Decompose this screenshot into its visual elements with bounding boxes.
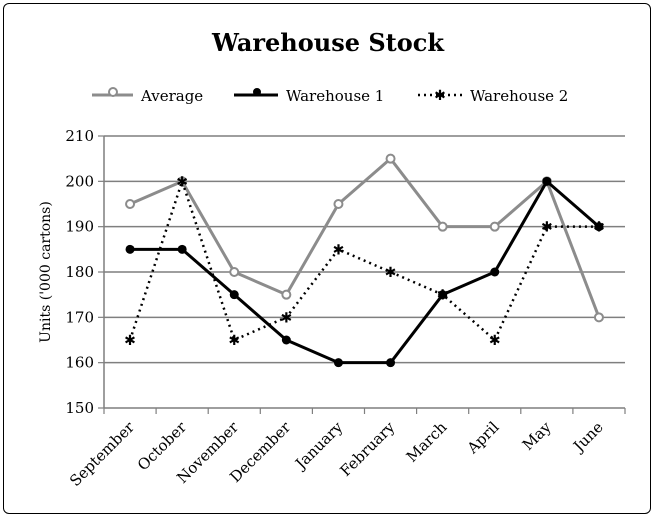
data-point-average [489, 221, 500, 232]
x-tick-labels: SeptemberOctoberNovemberDecemberJanuaryF… [66, 418, 607, 490]
data-point-warehouse-2: ✱ [124, 333, 136, 349]
legend-marker-warehouse-1 [253, 88, 261, 96]
x-tick-label: March [403, 418, 451, 466]
y-tick-label: 160 [65, 354, 94, 372]
series: ✱ ✱ ✱ ✱ ✱ ✱ ✱ ✱ ✱ ✱ [124, 153, 605, 368]
data-point-average [281, 289, 292, 300]
legend-marker-average [108, 87, 118, 97]
x-tick-label: February [337, 418, 399, 480]
series-line-average [129, 157, 601, 318]
data-point-warehouse-2: ✱ [280, 310, 292, 326]
legend-marker-warehouse-2: ✱ [434, 88, 446, 104]
legend-label-warehouse-2: Warehouse 2 [470, 87, 568, 105]
y-tick-label: 190 [65, 218, 94, 236]
data-point-warehouse-2: ✱ [333, 242, 345, 258]
y-tick-label: 210 [65, 127, 94, 145]
data-point-warehouse-2: ✱ [385, 265, 397, 281]
data-point-warehouse-2: ✱ [437, 288, 449, 304]
y-tick-labels: 150 160 170 180 190 200 210 [65, 127, 94, 417]
data-point-warehouse-2: ✱ [541, 220, 553, 236]
data-point-warehouse-1 [281, 335, 291, 345]
data-point-warehouse-2: ✱ [593, 220, 605, 236]
series-line-warehouse-1 [130, 179, 600, 365]
series-warehouse-1 [125, 176, 604, 368]
data-point-warehouse-1 [125, 244, 135, 254]
data-point-warehouse-1 [177, 244, 187, 254]
x-tick-label: June [568, 418, 606, 456]
data-point-average [125, 199, 136, 209]
series-line-warehouse-2 [128, 180, 599, 342]
y-tick-label: 180 [65, 263, 94, 281]
data-point-warehouse-1 [542, 176, 552, 186]
chart-title: Warehouse Stock [211, 28, 445, 57]
data-point-warehouse-2: ✱ [228, 333, 240, 349]
series-warehouse-2: ✱ ✱ ✱ ✱ ✱ ✱ ✱ ✱ ✱ ✱ [124, 174, 605, 349]
x-tick-label: April [463, 418, 503, 458]
data-point-warehouse-1 [229, 290, 239, 300]
data-point-warehouse-1 [438, 290, 448, 300]
legend: Average Warehouse 1 ✱ Warehouse 2 [92, 87, 568, 105]
y-tick-label: 150 [65, 399, 94, 417]
data-point-average [593, 312, 604, 323]
data-point-average [229, 267, 240, 277]
series-average [125, 153, 604, 323]
y-axis-label: Units ('000 cartons) [38, 201, 54, 343]
data-point-warehouse-1 [594, 222, 604, 232]
axes [103, 136, 626, 414]
data-point-average [385, 153, 396, 164]
data-point-warehouse-1 [386, 358, 396, 368]
y-tick-label: 200 [65, 172, 94, 190]
legend-label-warehouse-1: Warehouse 1 [286, 87, 384, 105]
y-tick-label: 170 [65, 308, 94, 326]
data-point-average [333, 199, 344, 209]
x-tick-label: May [519, 418, 555, 454]
data-point-warehouse-1 [490, 267, 500, 277]
x-tick-label: September [66, 418, 138, 490]
data-point-warehouse-1 [333, 358, 343, 368]
legend-item-warehouse-2: ✱ Warehouse 2 [418, 87, 568, 105]
data-point-average [437, 221, 448, 232]
legend-item-average: Average [92, 87, 203, 105]
legend-item-warehouse-1: Warehouse 1 [234, 87, 384, 105]
data-point-warehouse-2: ✱ [176, 174, 188, 190]
data-point-warehouse-2: ✱ [489, 333, 501, 349]
legend-label-average: Average [140, 87, 203, 105]
